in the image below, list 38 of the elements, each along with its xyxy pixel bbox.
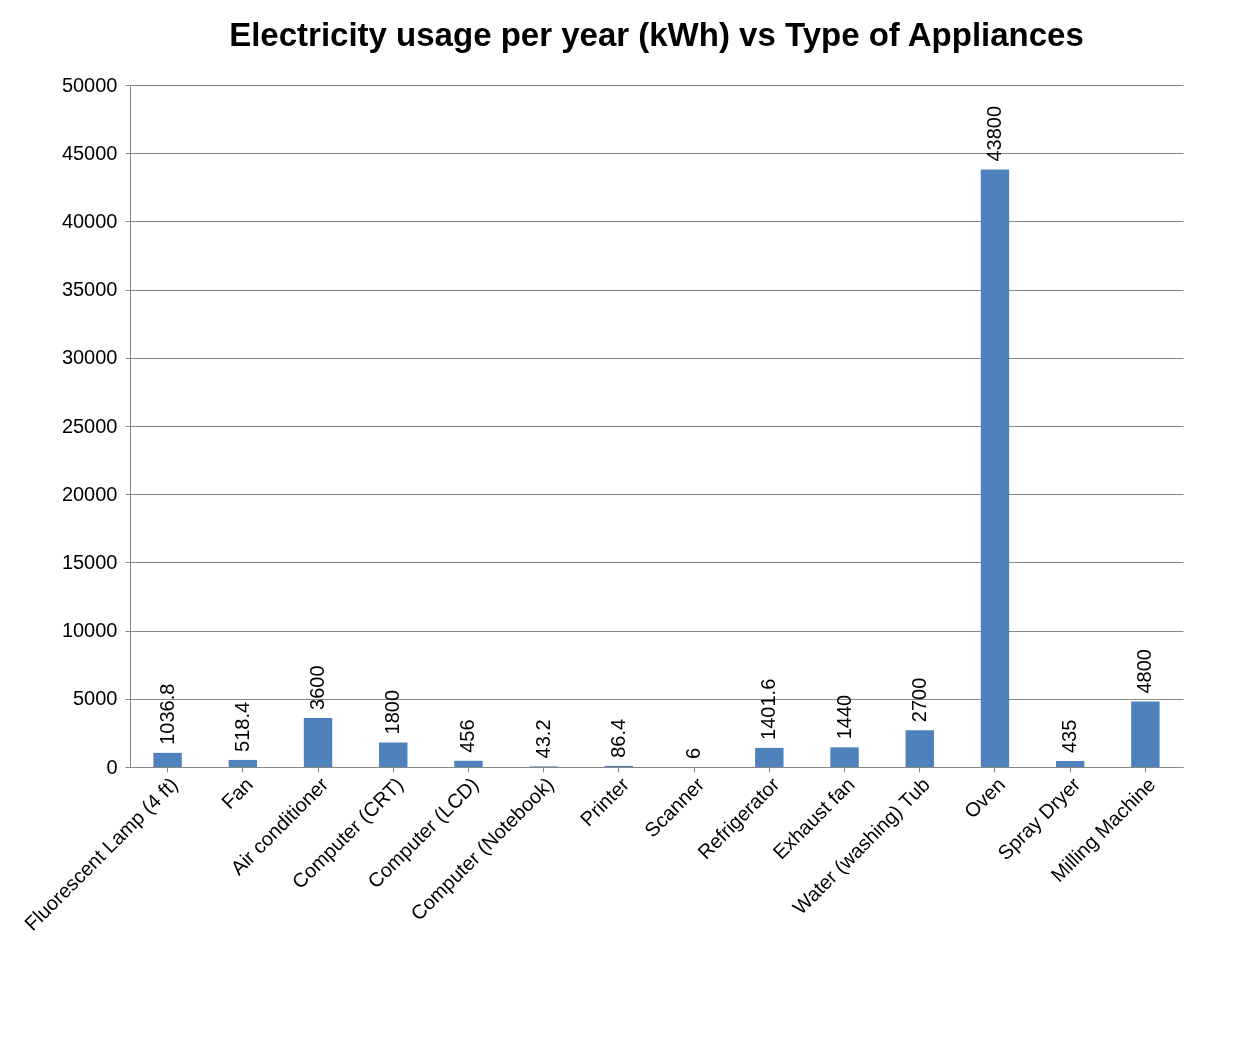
- y-tick-label: 15000: [61, 550, 118, 573]
- data-label: 456: [456, 719, 479, 753]
- data-label: 6: [682, 747, 705, 759]
- data-label: 1440: [832, 694, 855, 740]
- bar: [830, 747, 859, 767]
- data-label: 43.2: [531, 719, 554, 759]
- bar: [454, 760, 483, 767]
- bar: [1055, 761, 1085, 767]
- y-tick-label: 25000: [61, 414, 118, 437]
- bar: [228, 759, 258, 767]
- chart-title: Electricity usage per year (kWh) vs Type of Appliances: [229, 16, 1084, 53]
- bar: [303, 717, 333, 767]
- bar: [905, 730, 934, 767]
- data-label: 435: [1058, 719, 1081, 754]
- bar: [755, 747, 784, 767]
- data-label: 1036.8: [155, 683, 178, 745]
- y-tick-label: 35000: [61, 278, 118, 301]
- bar: [379, 742, 408, 767]
- data-label: 3600: [306, 665, 329, 710]
- y-tick-label: 0: [106, 755, 118, 778]
- data-label: 86.4: [606, 718, 629, 758]
- y-tick-label: 5000: [73, 687, 118, 710]
- y-tick-label: 40000: [61, 209, 118, 232]
- y-tick-label: 50000: [61, 73, 118, 96]
- data-label: 1401.6: [757, 678, 780, 740]
- x-tick-label: Fan: [217, 773, 257, 814]
- y-tick-label: 20000: [61, 482, 118, 505]
- bar: [1131, 701, 1160, 767]
- y-tick-label: 45000: [61, 141, 118, 164]
- bar: [980, 169, 1010, 767]
- data-label: 43800: [982, 105, 1005, 162]
- data-label: 518.4: [230, 701, 253, 752]
- data-label: 2700: [907, 677, 930, 723]
- data-label: 4800: [1133, 649, 1156, 694]
- bar: [153, 752, 182, 767]
- y-tick-label: 10000: [61, 619, 118, 642]
- y-tick-label: 30000: [61, 346, 118, 369]
- data-label: 1800: [381, 689, 404, 735]
